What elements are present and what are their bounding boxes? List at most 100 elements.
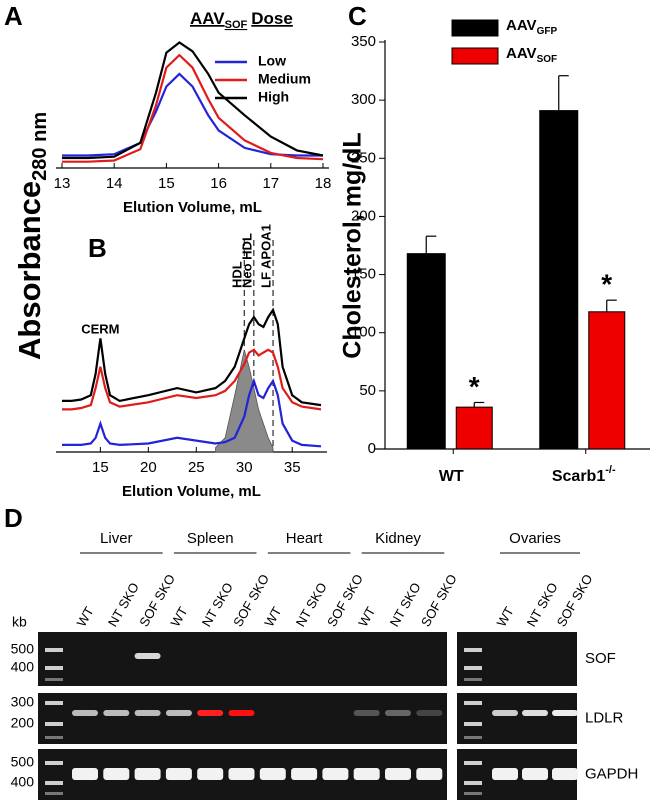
marker-label: 300 <box>11 694 35 710</box>
ladder-band <box>464 666 482 670</box>
gel-band <box>228 710 255 716</box>
legend-name: AAV <box>506 45 537 62</box>
y-tick-label: 250 <box>351 149 376 166</box>
peak-label: LF APOA1 <box>258 224 273 288</box>
gel-band <box>228 768 255 780</box>
ladder-band <box>464 781 482 785</box>
ladder-band <box>45 736 63 739</box>
lane-label: SOF SKO <box>554 572 596 630</box>
y-axis-title: Cholesterol, mg/dL <box>339 132 367 358</box>
annotation: CERM <box>81 321 119 336</box>
series-line <box>62 41 324 160</box>
marker-label: 400 <box>11 774 35 790</box>
x-tick-label: 15 <box>158 175 175 192</box>
series-line <box>62 348 322 411</box>
gel-band <box>385 710 411 716</box>
x-tick-label: 35 <box>284 459 301 476</box>
y-tick-label: 300 <box>351 91 376 108</box>
panel-label: D <box>4 503 23 533</box>
legend-label: AAVGFP <box>506 17 557 37</box>
gel-band <box>134 653 161 659</box>
gel-image <box>38 632 447 686</box>
gel-band <box>416 710 443 716</box>
gel-band <box>522 710 548 716</box>
ladder-band <box>464 701 482 705</box>
size-unit: kb <box>12 614 27 630</box>
x-tick-label: 30 <box>236 459 253 476</box>
gel-band <box>165 768 192 780</box>
gel-band <box>165 710 192 716</box>
group-label: Kidney <box>375 530 421 547</box>
y-tick-label: 150 <box>351 266 376 283</box>
category-superscript: -/- <box>605 464 616 476</box>
title-part: Dose <box>251 9 293 28</box>
ladder-band <box>464 761 482 765</box>
gel-band <box>197 710 224 716</box>
marker-label: 400 <box>11 659 35 675</box>
area <box>215 349 274 453</box>
title-subscript: SOF <box>225 19 248 31</box>
title-part: AAV <box>190 9 225 28</box>
lane-label: SOF SKO <box>418 572 460 630</box>
x-axis-title: Elution Volume, mL <box>122 483 261 500</box>
peak-label: Neo HDL <box>239 233 254 288</box>
gel-band <box>72 710 98 716</box>
bar <box>455 406 493 450</box>
lane-label: WT <box>494 604 517 629</box>
ladder-band <box>464 722 482 726</box>
x-tick-label: 16 <box>210 175 227 192</box>
y-tick-label: 100 <box>351 324 376 341</box>
series-line <box>62 72 323 157</box>
gel-band <box>492 768 518 780</box>
gel-band <box>552 710 578 716</box>
significance-mark: * <box>601 269 612 300</box>
x-tick-label: 25 <box>188 459 205 476</box>
ladder-band <box>464 678 482 681</box>
group-label: Heart <box>286 530 324 547</box>
panel-label: B <box>88 233 107 263</box>
x-tick-label: 15 <box>92 459 109 476</box>
ladder-band <box>45 666 63 670</box>
legend-subscript: GFP <box>537 26 558 37</box>
gel-band <box>353 768 380 780</box>
y-title-main: Absorbance <box>12 181 47 360</box>
bar <box>539 110 579 450</box>
gel-band <box>492 710 518 716</box>
marker-label: 200 <box>11 715 35 731</box>
gel-band <box>385 768 411 780</box>
row-label: GAPDH <box>585 765 638 782</box>
x-tick-label: Scarb1-/- <box>552 464 616 485</box>
gel-band <box>134 768 161 780</box>
ladder-band <box>45 648 63 652</box>
gel-band <box>197 768 224 780</box>
ladder-band <box>464 648 482 652</box>
ladder-band <box>45 792 63 795</box>
gel-band <box>103 710 130 716</box>
row-label: LDLR <box>585 709 624 726</box>
series-line <box>62 377 322 448</box>
y-tick-label: 0 <box>368 440 376 457</box>
lane-label: WT <box>74 604 97 629</box>
gel-image <box>457 632 577 686</box>
y-tick-label: 50 <box>359 382 376 399</box>
bar <box>588 311 626 450</box>
legend-swatch <box>451 19 499 37</box>
legend-label: Low <box>258 53 286 69</box>
series-line <box>62 307 322 407</box>
y-tick-label: 350 <box>351 33 376 50</box>
group-label: Spleen <box>187 530 234 547</box>
panel-label: A <box>4 1 23 31</box>
x-axis-title: Elution Volume, mL <box>123 199 262 216</box>
x-tick-label: 17 <box>262 175 279 192</box>
x-tick-label: 13 <box>54 175 71 192</box>
gel-band <box>134 710 161 716</box>
ladder-band <box>45 761 63 765</box>
ladder-band <box>45 722 63 726</box>
gel-image <box>38 693 447 744</box>
y-axis-title: Absorbance280 nm <box>12 112 51 360</box>
legend-subscript: SOF <box>537 54 558 65</box>
x-tick-label: 18 <box>315 175 332 192</box>
y-title-subscript: 280 nm <box>29 112 51 181</box>
peak-label: HDL <box>230 261 245 288</box>
